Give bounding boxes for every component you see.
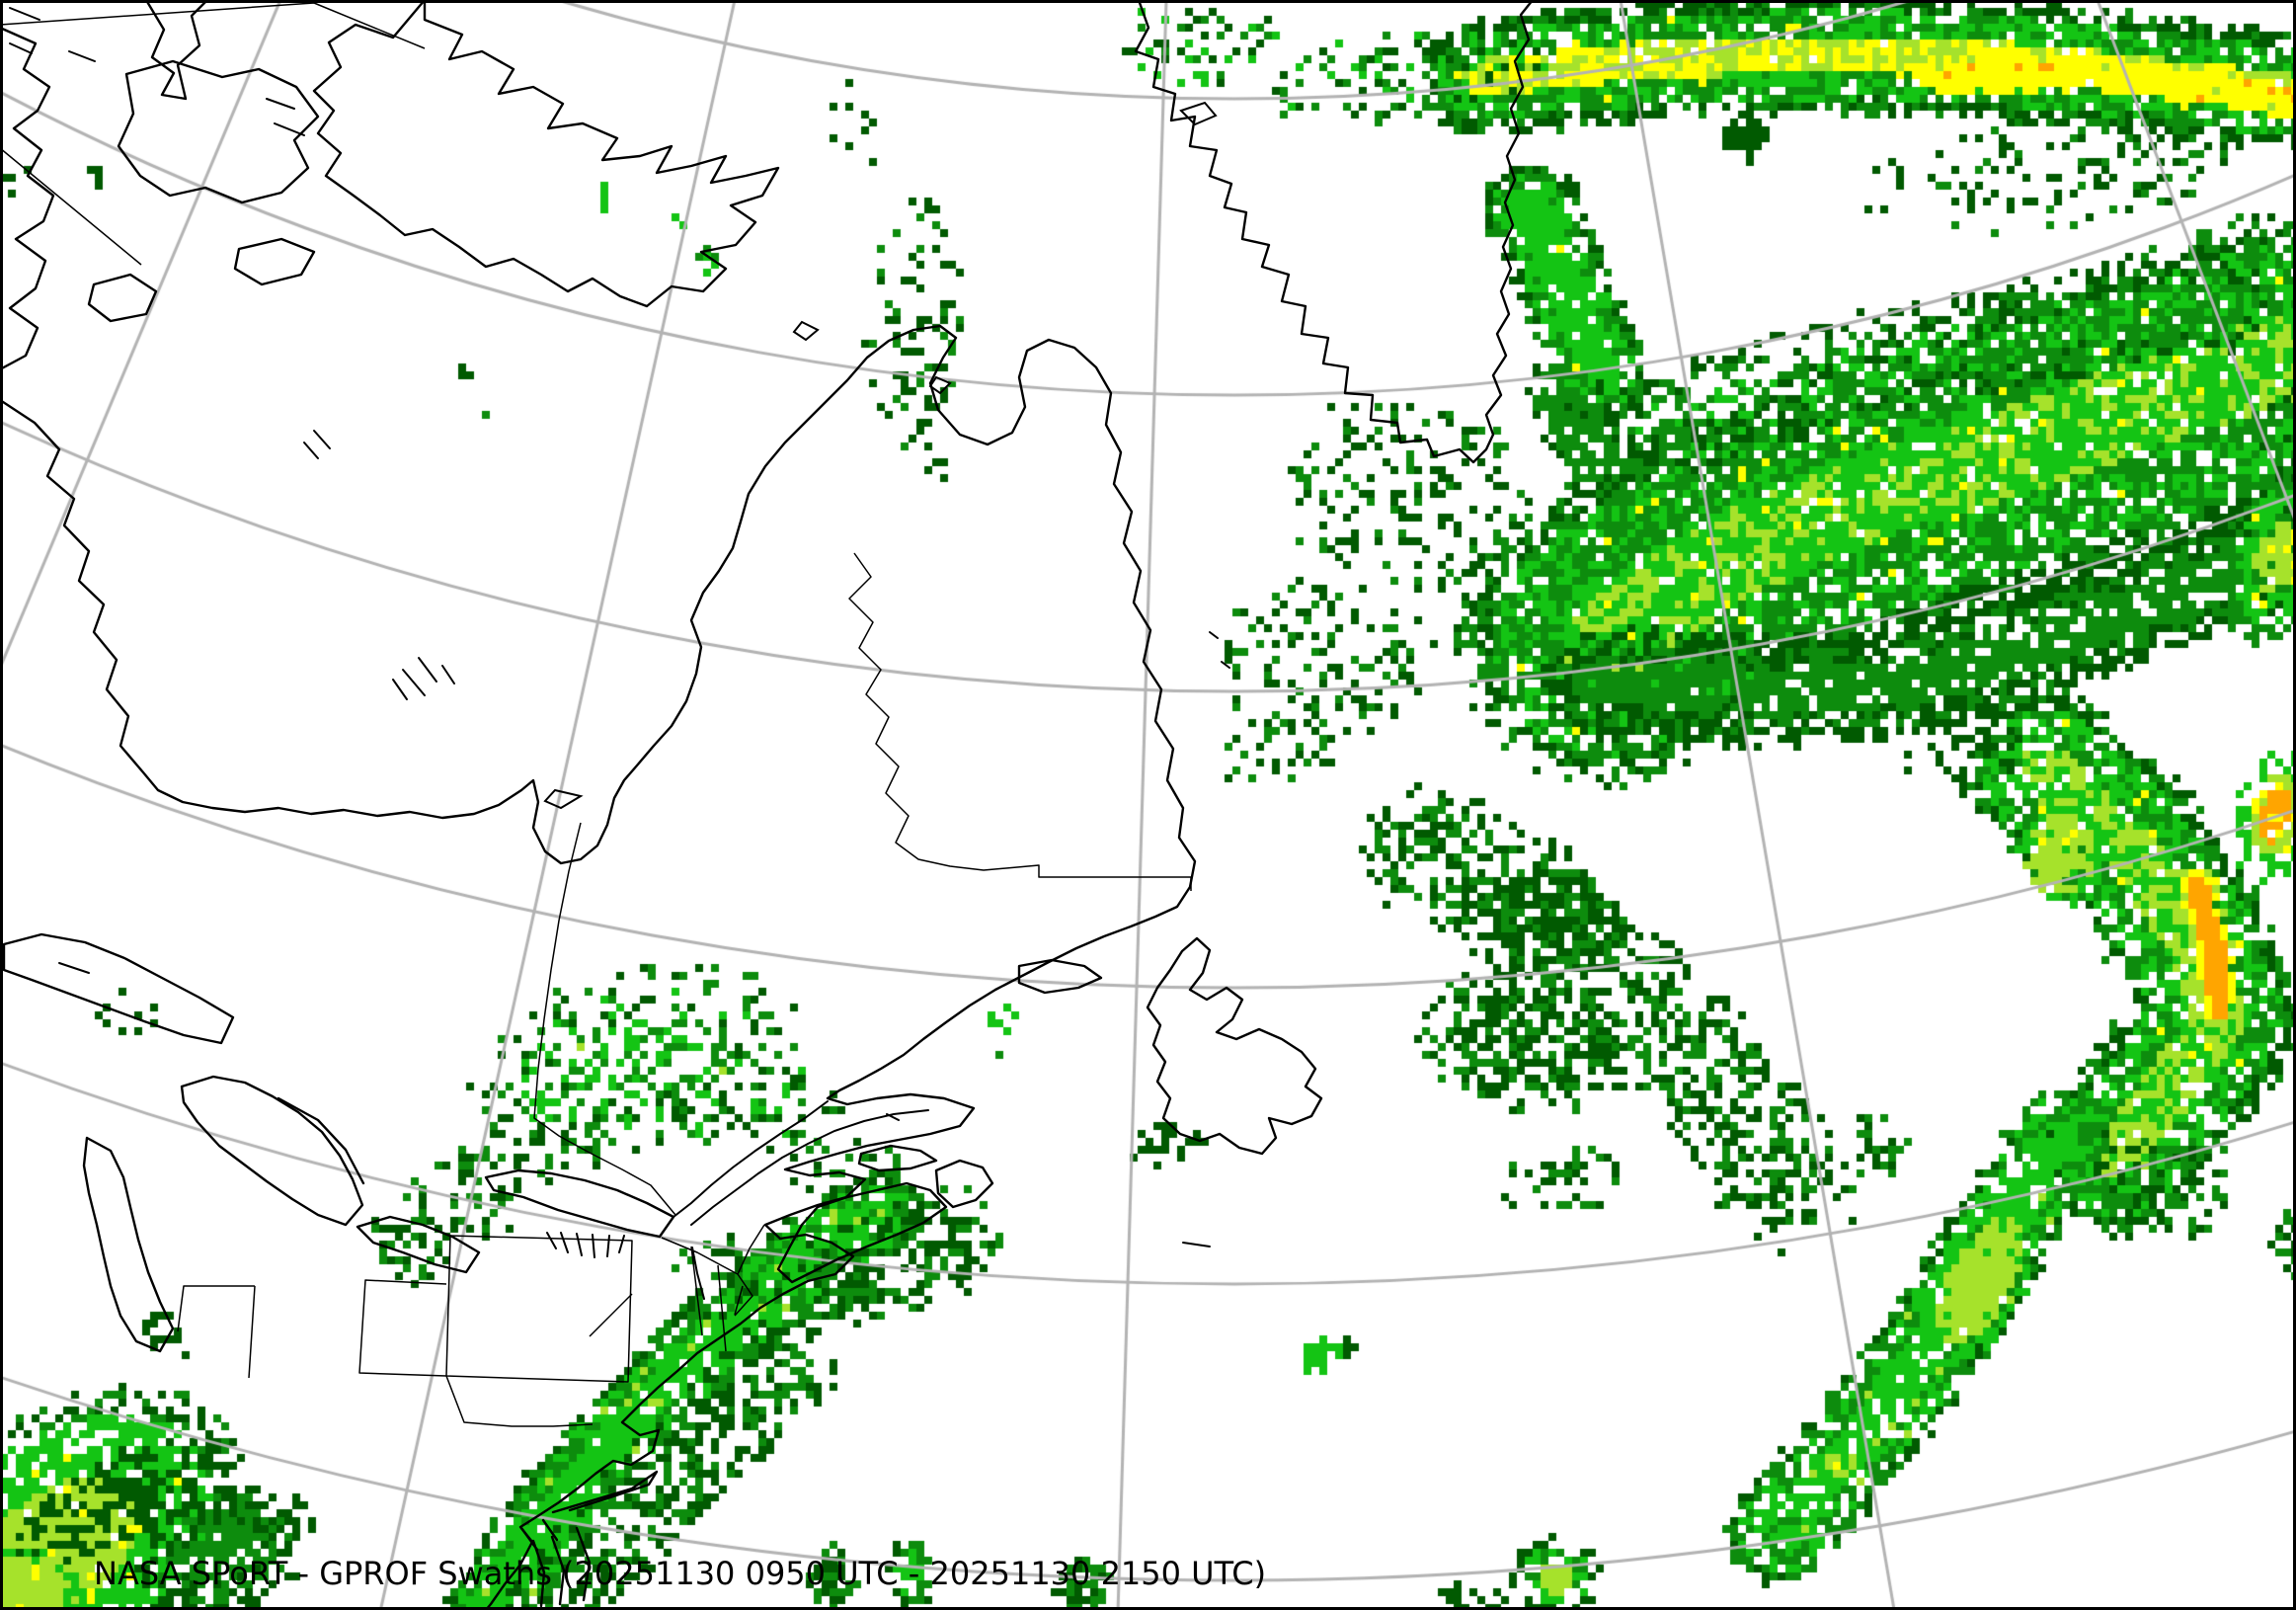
coast-southampton xyxy=(117,59,320,204)
border-michigan-indiana xyxy=(177,1285,256,1379)
coast-greenland xyxy=(1134,0,1535,464)
border-ohio xyxy=(358,1279,447,1377)
border-maine-canada xyxy=(661,1224,765,1317)
labrador-offshore-islets xyxy=(1209,631,1230,669)
ottawa-islands xyxy=(303,430,331,459)
arctic-corner-islets xyxy=(9,7,96,62)
akimiski-island xyxy=(543,788,584,810)
border-nunavut-nw xyxy=(0,2,426,266)
coast-newfoundland xyxy=(1146,936,1323,1156)
chesapeake-delaware-bays xyxy=(519,1518,592,1608)
disko-island xyxy=(1179,101,1218,126)
coast-coats xyxy=(233,237,316,286)
coast-pei xyxy=(857,1144,938,1172)
coast-mainland-east xyxy=(0,324,1197,1610)
lake-champlain xyxy=(691,1247,705,1300)
belcher-islands xyxy=(392,657,455,700)
isle-royale xyxy=(58,962,90,974)
sable-island xyxy=(1182,1242,1211,1248)
border-ontario-quebec xyxy=(533,822,676,1216)
coast-mansel xyxy=(87,273,158,323)
finger-lakes xyxy=(546,1232,625,1258)
coast-anticosti xyxy=(1017,958,1103,995)
lake-michigan xyxy=(82,1136,175,1353)
lake-superior xyxy=(2,932,235,1045)
lake-ontario xyxy=(484,1168,675,1239)
coast-melville xyxy=(144,0,209,101)
coast-nova-scotia xyxy=(776,1181,948,1284)
coast-cape-breton xyxy=(934,1159,994,1209)
map-title: NASA SPoRT - GPROF Swaths (20251130 0950… xyxy=(94,1555,1267,1592)
long-island xyxy=(551,1470,659,1514)
georgian-bay xyxy=(277,1096,365,1185)
border-ny-nj xyxy=(589,1293,633,1337)
border-mason-dixon xyxy=(445,1375,594,1427)
border-quebec-labrador xyxy=(848,552,1192,891)
lake-huron xyxy=(180,1075,364,1227)
border-pennsylvania xyxy=(445,1235,633,1383)
st-lawrence-river xyxy=(673,1100,929,1226)
foxe-basin-islands xyxy=(266,98,305,136)
resolution-island xyxy=(792,320,820,342)
coast-baffin-island xyxy=(312,0,780,308)
akpatok-island xyxy=(928,375,952,395)
coast-arctic-mainland xyxy=(0,26,55,371)
lake-erie xyxy=(356,1215,481,1274)
border-new-england xyxy=(690,1246,744,1352)
